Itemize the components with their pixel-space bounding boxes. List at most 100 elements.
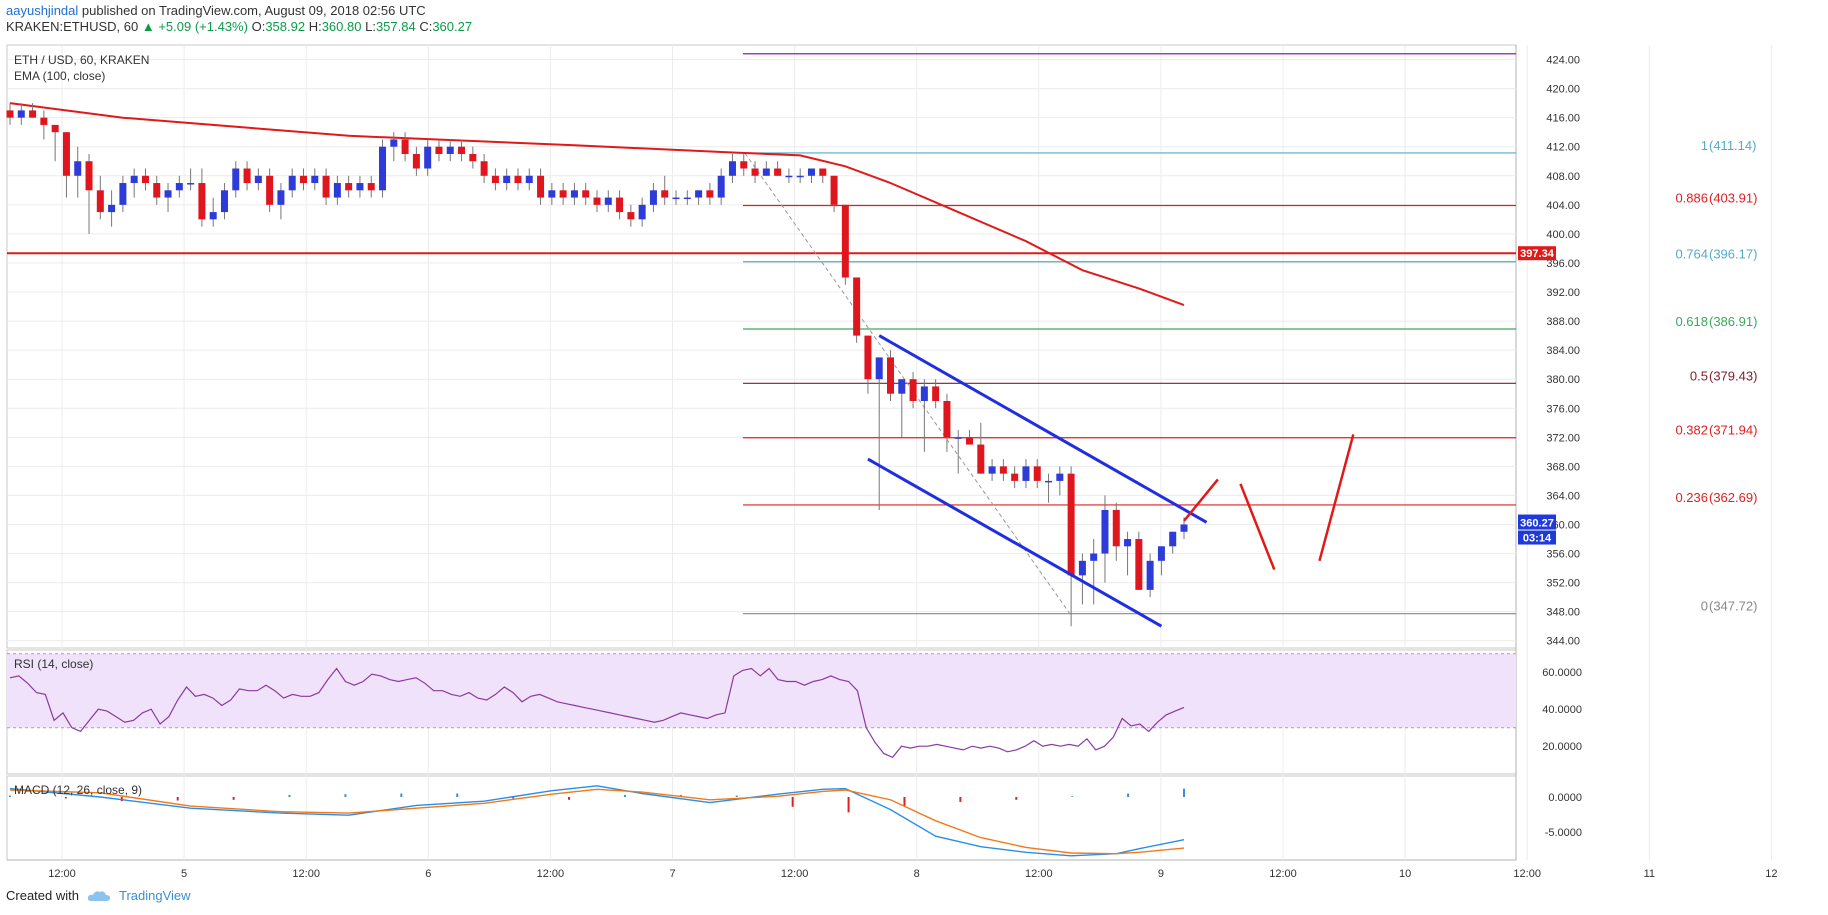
- projection-line: [1239, 483, 1276, 570]
- fib-price-label: (403.91): [1709, 190, 1757, 205]
- candle-body: [570, 190, 578, 198]
- candle-body: [954, 437, 962, 439]
- last-price-label: 360.27: [1520, 518, 1554, 530]
- open-value: 358.92: [265, 19, 306, 34]
- x-tick-label: 7: [669, 868, 675, 880]
- candle-body: [740, 161, 748, 169]
- candle-body: [198, 183, 206, 220]
- candle-body: [29, 110, 37, 118]
- candle-body: [932, 386, 940, 401]
- candle-body: [480, 161, 488, 176]
- candle-body: [491, 175, 499, 184]
- author-link[interactable]: aayushjindal: [6, 3, 79, 18]
- x-tick-label: 12:00: [48, 868, 76, 880]
- macd-signal-line: [9, 788, 1185, 855]
- channel-lower-line: [867, 457, 1163, 628]
- candle-body: [322, 175, 330, 198]
- projection-line: [1318, 434, 1355, 562]
- candle-body: [1112, 509, 1120, 547]
- tradingview-brand-link[interactable]: TradingView: [118, 888, 191, 903]
- x-tick-label: 11: [1644, 868, 1655, 880]
- candle-body: [458, 146, 466, 154]
- y-tick-label: 424.00: [1546, 55, 1580, 67]
- candle-body: [311, 175, 319, 184]
- candle-body: [232, 168, 240, 191]
- candle-body: [616, 197, 624, 213]
- candle-body: [819, 168, 827, 176]
- fib-price-label: (362.69): [1709, 490, 1757, 505]
- y-tick-label: 412.00: [1546, 142, 1580, 154]
- macd-legend-label: MACD (12, 26, close, 9): [14, 783, 142, 797]
- fib-ratio-label: 0.764: [1675, 247, 1708, 262]
- candle-body: [1011, 473, 1019, 481]
- candle-body: [1090, 553, 1098, 561]
- candle-body: [1124, 539, 1132, 547]
- candle-body: [807, 168, 815, 176]
- candle-body: [300, 175, 307, 184]
- candle-body: [266, 175, 274, 205]
- candle-body: [909, 379, 917, 401]
- y-tick-label: 344.00: [1546, 636, 1580, 648]
- x-tick-label: 8: [914, 868, 920, 880]
- candle-body: [582, 190, 590, 198]
- open-label: O:: [251, 19, 266, 34]
- fib-ratio-label: 0.236: [1675, 490, 1708, 505]
- ema-line: [9, 102, 1185, 307]
- fib-price-label: (371.94): [1709, 423, 1757, 438]
- candle-body: [638, 204, 646, 220]
- macd-y-tick-label: 0.0000: [1548, 792, 1582, 804]
- footer: Created with TradingView: [6, 888, 191, 903]
- rsi-y-tick-label: 40.0000: [1542, 704, 1582, 716]
- candle-body: [672, 197, 680, 200]
- macd-y-tick-label: -5.0000: [1545, 827, 1582, 839]
- y-tick-label: 380.00: [1546, 374, 1580, 386]
- candle-body: [537, 175, 545, 198]
- change-value: +5.09 (+1.43%): [158, 19, 248, 34]
- x-tick-label: 6: [425, 868, 431, 880]
- candle-body: [254, 175, 262, 184]
- candle-body: [875, 357, 883, 380]
- candle-body: [503, 175, 511, 184]
- tradingview-cloud-icon: [87, 890, 111, 901]
- fib-ratio-label: 0.886: [1675, 190, 1708, 205]
- rsi-y-tick-label: 20.0000: [1542, 741, 1582, 753]
- candle-body: [943, 400, 951, 438]
- y-tick-label: 368.00: [1546, 461, 1580, 473]
- resistance-price-label: 397.34: [1520, 248, 1555, 260]
- candle-body: [130, 175, 138, 184]
- candle-body: [898, 379, 906, 394]
- candle-body: [661, 190, 669, 198]
- channel-upper-line: [878, 334, 1208, 524]
- candle-body: [379, 146, 387, 191]
- x-tick-label: 12: [1765, 868, 1777, 880]
- candle-body: [141, 175, 149, 184]
- candle-body: [864, 335, 872, 380]
- candle-body: [401, 139, 409, 154]
- candle-body: [17, 110, 25, 118]
- candle-body: [774, 168, 782, 176]
- fib-trend-line: [744, 152, 1071, 615]
- candle-body: [706, 190, 714, 198]
- y-tick-label: 408.00: [1546, 171, 1580, 183]
- candle-body: [796, 175, 804, 178]
- candle-body: [683, 197, 691, 200]
- y-tick-label: 396.00: [1546, 258, 1580, 270]
- candle-body: [412, 153, 420, 169]
- candle-body: [762, 168, 770, 176]
- low-label: L:: [365, 19, 376, 34]
- candle-body: [751, 168, 759, 176]
- y-tick-label: 388.00: [1546, 316, 1580, 328]
- fib-ratio-label: 0.382: [1675, 423, 1708, 438]
- candle-body: [1180, 524, 1188, 532]
- candle-body: [1056, 473, 1064, 481]
- y-tick-label: 372.00: [1546, 432, 1580, 444]
- rsi-line: [9, 667, 1185, 759]
- main-pane-frame: [6, 44, 1517, 649]
- candle-body: [220, 190, 228, 213]
- candle-body: [153, 183, 161, 198]
- projection-line: [1183, 478, 1219, 522]
- y-tick-label: 364.00: [1546, 490, 1580, 502]
- candle-body: [367, 183, 375, 191]
- fib-ratio-label: 1: [1701, 138, 1708, 153]
